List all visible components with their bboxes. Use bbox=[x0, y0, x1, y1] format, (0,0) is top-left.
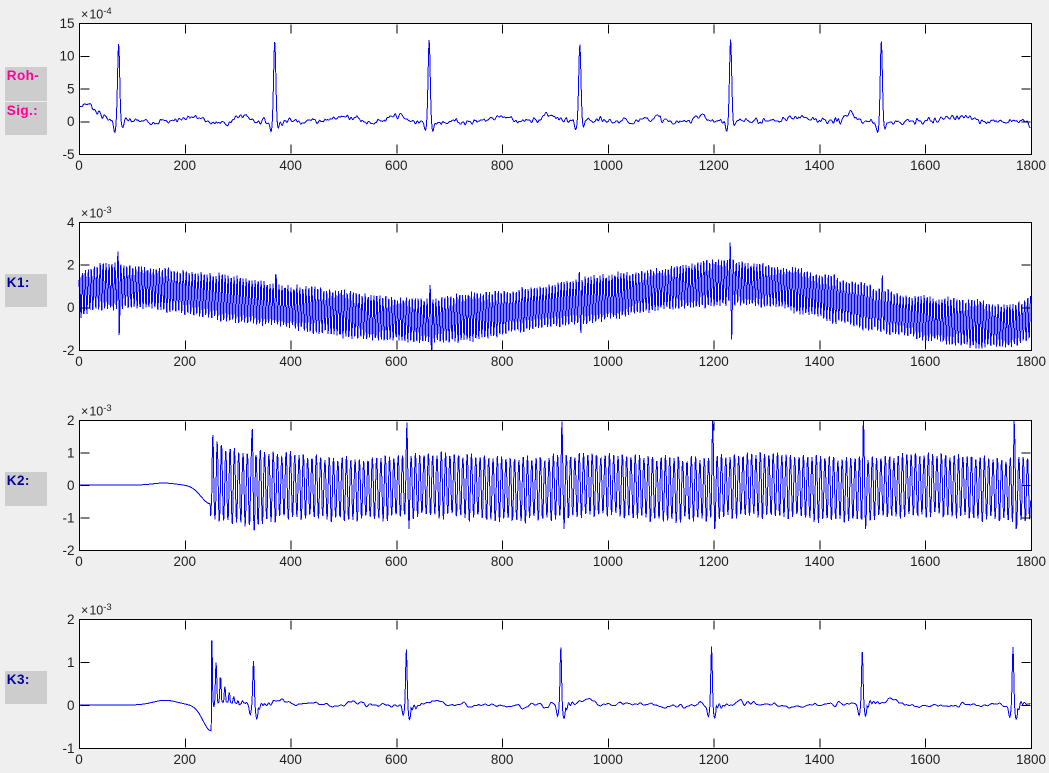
svg-text:800: 800 bbox=[491, 554, 514, 569]
svg-text:1600: 1600 bbox=[910, 158, 940, 173]
svg-text:10: 10 bbox=[59, 49, 74, 64]
svg-text:0: 0 bbox=[75, 752, 83, 767]
svg-text:1400: 1400 bbox=[804, 354, 834, 369]
svg-text:1400: 1400 bbox=[804, 158, 834, 173]
svg-text:1: 1 bbox=[67, 445, 75, 460]
svg-text:5: 5 bbox=[67, 81, 75, 96]
svg-text:1200: 1200 bbox=[699, 158, 729, 173]
svg-text:1000: 1000 bbox=[593, 554, 623, 569]
svg-text:0: 0 bbox=[75, 554, 83, 569]
svg-text:1000: 1000 bbox=[593, 354, 623, 369]
svg-text:1600: 1600 bbox=[910, 554, 940, 569]
svg-text:-2: -2 bbox=[62, 343, 74, 358]
svg-text:800: 800 bbox=[491, 158, 514, 173]
svg-text:0: 0 bbox=[75, 354, 83, 369]
svg-text:200: 200 bbox=[174, 554, 197, 569]
svg-text:2: 2 bbox=[67, 413, 75, 428]
svg-text:1400: 1400 bbox=[804, 752, 834, 767]
svg-text:2: 2 bbox=[67, 258, 75, 273]
svg-text:-1: -1 bbox=[62, 741, 74, 756]
svg-text:4: 4 bbox=[67, 215, 75, 230]
svg-text:600: 600 bbox=[385, 752, 408, 767]
svg-text:400: 400 bbox=[279, 158, 302, 173]
svg-text:400: 400 bbox=[279, 354, 302, 369]
svg-text:1200: 1200 bbox=[699, 752, 729, 767]
svg-text:0: 0 bbox=[67, 114, 75, 129]
svg-text:-2: -2 bbox=[62, 543, 74, 558]
svg-text:-1: -1 bbox=[62, 510, 74, 525]
svg-text:400: 400 bbox=[279, 752, 302, 767]
svg-text:0: 0 bbox=[67, 698, 75, 713]
svg-text:2: 2 bbox=[67, 612, 75, 627]
svg-text:1800: 1800 bbox=[1016, 752, 1046, 767]
svg-text:1800: 1800 bbox=[1016, 158, 1046, 173]
svg-text:400: 400 bbox=[279, 554, 302, 569]
svg-text:0: 0 bbox=[67, 478, 75, 493]
svg-text:1200: 1200 bbox=[699, 354, 729, 369]
svg-text:1800: 1800 bbox=[1016, 554, 1046, 569]
svg-text:200: 200 bbox=[174, 752, 197, 767]
svg-text:-5: -5 bbox=[62, 147, 74, 162]
svg-text:1000: 1000 bbox=[593, 158, 623, 173]
svg-text:200: 200 bbox=[174, 354, 197, 369]
svg-text:1200: 1200 bbox=[699, 554, 729, 569]
svg-text:200: 200 bbox=[174, 158, 197, 173]
svg-text:0: 0 bbox=[67, 300, 75, 315]
svg-text:800: 800 bbox=[491, 752, 514, 767]
svg-text:600: 600 bbox=[385, 158, 408, 173]
svg-text:1400: 1400 bbox=[804, 554, 834, 569]
svg-text:800: 800 bbox=[491, 354, 514, 369]
svg-text:1600: 1600 bbox=[910, 354, 940, 369]
svg-text:600: 600 bbox=[385, 554, 408, 569]
svg-text:0: 0 bbox=[75, 158, 83, 173]
svg-text:1600: 1600 bbox=[910, 752, 940, 767]
svg-text:1: 1 bbox=[67, 655, 75, 670]
svg-text:15: 15 bbox=[59, 16, 74, 31]
svg-text:1000: 1000 bbox=[593, 752, 623, 767]
svg-text:600: 600 bbox=[385, 354, 408, 369]
svg-text:1800: 1800 bbox=[1016, 354, 1046, 369]
